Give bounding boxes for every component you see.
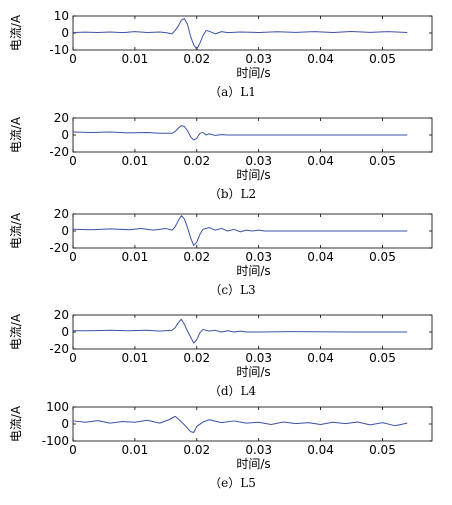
chart-panel-5: 0 0.01 0.02 0.03 0.04 0.051000-100电流/A时间/s（e）… — [9, 400, 433, 490]
panel-caption: （a）L1 — [209, 85, 256, 99]
series-line-1 — [72, 125, 408, 141]
x-tick-label: 0.04 — [307, 351, 334, 365]
panel-caption: （b）L2 — [209, 187, 256, 201]
series-line-1 — [72, 415, 408, 433]
x-tick-label: 0.03 — [245, 250, 272, 264]
x-axis-label: 时间/s — [236, 168, 270, 182]
x-tick-label: 0.05 — [369, 250, 396, 264]
y-tick-label: 10 — [54, 9, 69, 23]
x-tick-label: 0.02 — [183, 250, 210, 264]
x-tick-label: 0.04 — [307, 443, 334, 457]
x-tick-label: 0.01 — [122, 154, 149, 168]
x-tick-label: 0 — [69, 52, 77, 66]
y-tick-label: 100 — [46, 400, 69, 414]
y-tick-label: 0 — [61, 325, 69, 339]
x-tick-label: 0.02 — [183, 443, 210, 457]
series-line-1 — [73, 318, 408, 344]
x-tick-label: 0.05 — [369, 443, 396, 457]
x-tick-label: 0.01 — [122, 250, 149, 264]
x-tick-label: 0.03 — [245, 52, 272, 66]
panel-caption: （e）L5 — [209, 476, 256, 490]
x-tick-label: 0.04 — [307, 52, 334, 66]
x-axis-label: 时间/s — [236, 264, 270, 278]
y-axis-label: 电流/A — [9, 116, 23, 153]
y-axis-label: 电流/A — [9, 405, 23, 442]
plot-area — [72, 406, 433, 442]
y-tick-label: -20 — [49, 241, 69, 255]
x-tick-label: 0.04 — [307, 250, 334, 264]
panel-caption: （c）L3 — [209, 283, 255, 297]
x-tick-label: 0.03 — [245, 154, 272, 168]
x-tick-label: 0.02 — [183, 52, 210, 66]
x-tick-label: 0.01 — [122, 351, 149, 365]
x-tick-label: 0.03 — [245, 351, 272, 365]
y-tick-label: 0 — [61, 417, 69, 431]
x-axis-label: 时间/s — [236, 457, 270, 471]
x-axis-label: 时间/s — [236, 365, 270, 379]
x-tick-label: 0 — [69, 443, 77, 457]
y-tick-label: 0 — [61, 224, 69, 238]
y-tick-label: 20 — [54, 308, 69, 322]
series-line-1 — [72, 18, 408, 50]
y-tick-label: 20 — [54, 207, 69, 221]
x-tick-label: 0.05 — [369, 52, 396, 66]
y-tick-label: 20 — [54, 111, 69, 125]
x-tick-label: 0.02 — [183, 351, 210, 365]
y-tick-label: -20 — [49, 145, 69, 159]
x-tick-label: 0.01 — [122, 443, 149, 457]
series-line-1 — [72, 215, 408, 246]
x-tick-label: 0 — [69, 250, 77, 264]
x-tick-label: 0.01 — [122, 52, 149, 66]
y-tick-label: -10 — [49, 43, 69, 57]
y-axis-label: 电流/A — [9, 212, 23, 249]
x-tick-label: 0.05 — [369, 351, 396, 365]
x-axis-label: 时间/s — [236, 66, 270, 80]
plot-area — [72, 15, 433, 51]
x-tick-label: 0.05 — [369, 154, 396, 168]
panel-caption: （d）L4 — [209, 384, 257, 398]
x-tick-label: 0.02 — [183, 154, 210, 168]
y-tick-label: 0 — [61, 26, 69, 40]
x-tick-label: 0 — [69, 154, 77, 168]
y-axis-label: 电流/A — [9, 14, 23, 51]
x-tick-label: 0.04 — [307, 154, 334, 168]
y-tick-label: 0 — [61, 128, 69, 142]
y-tick-label: -100 — [42, 434, 69, 448]
x-tick-label: 0 — [69, 351, 77, 365]
x-tick-label: 0.03 — [245, 443, 272, 457]
y-axis-label: 电流/A — [9, 313, 23, 350]
y-tick-label: -20 — [49, 342, 69, 356]
